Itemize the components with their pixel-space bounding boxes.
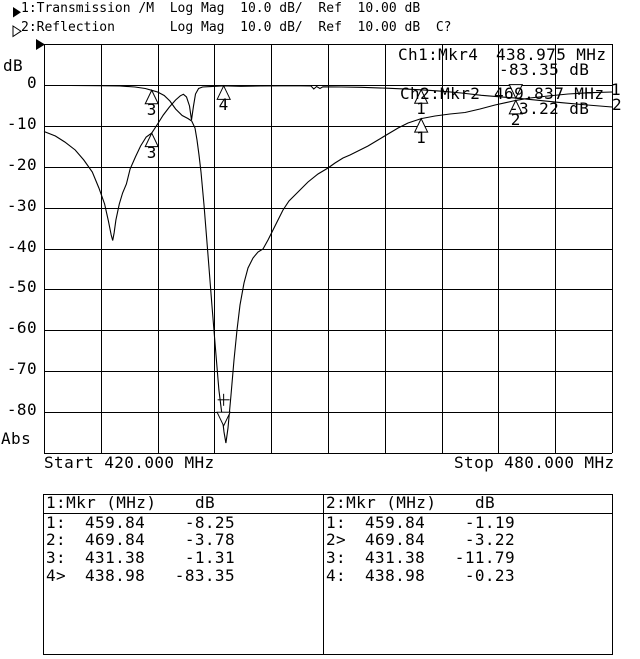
table-row-db-value: -83.35 bbox=[174, 565, 235, 585]
table-border-top bbox=[43, 494, 613, 495]
table-row-marker-id: 2> bbox=[326, 530, 347, 550]
y-tick-label: -10 bbox=[6, 113, 37, 133]
y-axis-abs-label: Abs bbox=[1, 429, 32, 448]
trace-1 bbox=[44, 84, 613, 444]
marker-1-triangle-icon bbox=[413, 88, 429, 104]
table-row-frequency: 469.84 bbox=[365, 530, 426, 550]
y-axis-unit-label: dB bbox=[3, 56, 24, 75]
y-tick-label: -70 bbox=[6, 359, 37, 379]
y-tick-label: -50 bbox=[6, 277, 37, 297]
table-row-frequency: 459.84 bbox=[365, 512, 426, 532]
ch1-marker-readout-label: Ch1:Mkr4 bbox=[398, 45, 479, 64]
ch2-marker-frequency: 469.837 MHz bbox=[494, 84, 605, 103]
table-row-db-value: -11.79 bbox=[454, 548, 515, 567]
graticule bbox=[44, 44, 613, 454]
ch2-marker-value: -3.22 dB bbox=[509, 99, 590, 118]
table-row-marker-id: 3: bbox=[326, 548, 347, 567]
table-row-db-value: -3.22 bbox=[464, 530, 515, 550]
table-row-frequency: 438.98 bbox=[365, 565, 426, 585]
header-line-2: 2:Reflection Log Mag 10.0 dB/ Ref 10.00 … bbox=[21, 20, 452, 35]
channel-1-active-arrow-icon bbox=[13, 7, 21, 18]
table-divider bbox=[323, 494, 324, 655]
table-1-header-mkr: 1:Mkr (MHz) bbox=[46, 492, 157, 512]
marker-4-triangle-icon bbox=[216, 84, 231, 100]
table-header-underline bbox=[43, 513, 613, 514]
table-row-frequency: 469.84 bbox=[85, 530, 146, 550]
table-row-db-value: -0.23 bbox=[464, 565, 515, 585]
marker-3-label: 3 bbox=[146, 142, 157, 162]
marker-1-label: 1 bbox=[416, 99, 427, 119]
header-line-1: 1:Transmission /M Log Mag 10.0 dB/ Ref 1… bbox=[21, 1, 421, 16]
y-tick-label: -30 bbox=[6, 195, 37, 215]
table-border-bottom bbox=[43, 654, 613, 655]
marker-2-triangle-icon bbox=[508, 99, 524, 115]
y-tick-label: -60 bbox=[6, 318, 37, 338]
marker-4-label: 4 bbox=[218, 95, 229, 115]
y-tick-label: -40 bbox=[6, 236, 37, 256]
table-row-frequency: 431.38 bbox=[85, 548, 146, 567]
trace-end-label-1: 1 bbox=[611, 80, 622, 100]
table-row-marker-id: 1: bbox=[326, 512, 347, 532]
table-row-db-value: -3.78 bbox=[184, 530, 235, 550]
sweep-marker-icon bbox=[36, 39, 45, 50]
table-row-marker-id: 4: bbox=[326, 565, 347, 585]
table-row-frequency: 459.84 bbox=[85, 512, 146, 532]
y-tick-label: -80 bbox=[6, 400, 37, 420]
channel-2-arrow-icon bbox=[12, 25, 22, 38]
trace-end-label-2: 2 bbox=[612, 95, 623, 115]
table-2-header-db: dB bbox=[475, 492, 496, 512]
table-row-marker-id: 4> bbox=[46, 565, 67, 585]
marker-1-label: 1 bbox=[416, 128, 427, 148]
table-row-frequency: 431.38 bbox=[365, 548, 426, 567]
table-row-marker-id: 1: bbox=[46, 512, 67, 532]
marker-4-triangle-icon bbox=[216, 411, 231, 427]
table-border-right bbox=[612, 494, 613, 655]
x-axis-stop-label: Stop 480.000 MHz bbox=[454, 453, 615, 472]
y-tick-label: 0 bbox=[26, 72, 37, 92]
y-tick-label: -20 bbox=[6, 154, 37, 174]
marker-symbols bbox=[144, 84, 524, 427]
marker-3-triangle-icon bbox=[144, 131, 160, 148]
table-row-db-value: -1.31 bbox=[184, 548, 235, 567]
table-row-marker-id: 3: bbox=[46, 548, 67, 567]
table-border-left bbox=[43, 494, 44, 655]
marker-1-triangle-icon bbox=[413, 117, 429, 133]
traces bbox=[43, 84, 613, 444]
table-row-db-value: -1.19 bbox=[464, 512, 515, 532]
marker-3-triangle-icon bbox=[144, 89, 160, 105]
table-1-header-db: dB bbox=[195, 492, 216, 512]
trace-2 bbox=[43, 85, 613, 241]
table-row-frequency: 438.98 bbox=[85, 565, 146, 585]
ch1-marker-frequency: 438.975 MHz bbox=[496, 45, 607, 64]
ch1-marker-value: -83.35 dB bbox=[499, 60, 590, 79]
x-axis-start-label: Start 420.000 MHz bbox=[44, 453, 215, 472]
marker-2-triangle-icon bbox=[508, 84, 524, 100]
table-2-header-mkr: 2:Mkr (MHz) bbox=[326, 492, 437, 512]
ch2-marker-readout-label: Ch2:Mkr2 bbox=[400, 84, 481, 103]
marker-3-label: 3 bbox=[146, 99, 157, 119]
table-row-marker-id: 2: bbox=[46, 530, 67, 550]
table-row-db-value: -8.25 bbox=[184, 512, 235, 532]
marker-2-label: 2 bbox=[510, 109, 521, 129]
